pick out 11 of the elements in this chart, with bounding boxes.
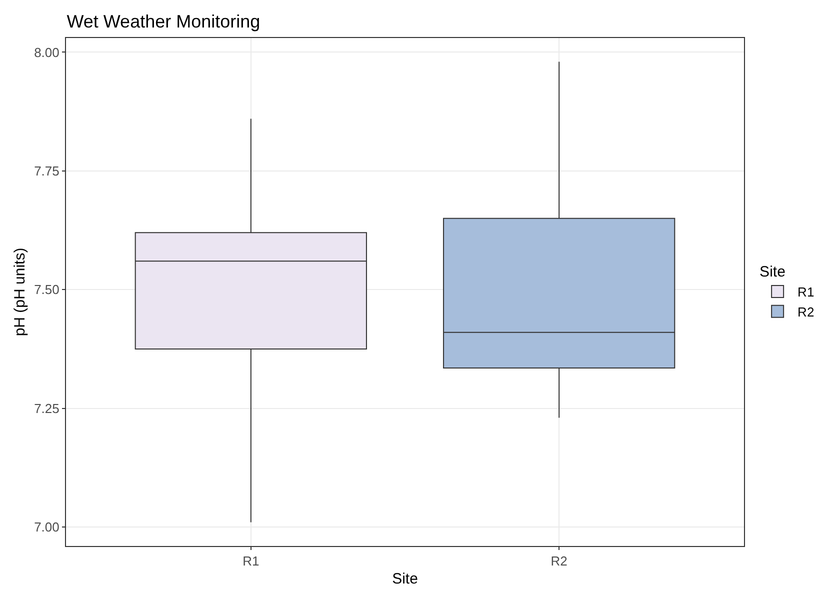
y-tick-label: 7.00 <box>34 520 60 535</box>
legend-label: R2 <box>798 304 814 320</box>
y-tick-label: 7.50 <box>34 282 60 298</box>
y-tick-label: 7.25 <box>34 400 60 416</box>
legend-title: Site <box>760 264 786 280</box>
x-axis-title: Site <box>392 570 418 588</box>
y-axis-title: pH (pH units) <box>11 248 28 336</box>
chart-title: Wet Weather Monitoring <box>66 12 260 32</box>
y-tick-label: 7.75 <box>34 163 60 178</box>
legend-label: R1 <box>798 284 814 300</box>
y-tick-label: 8.00 <box>34 44 60 60</box>
